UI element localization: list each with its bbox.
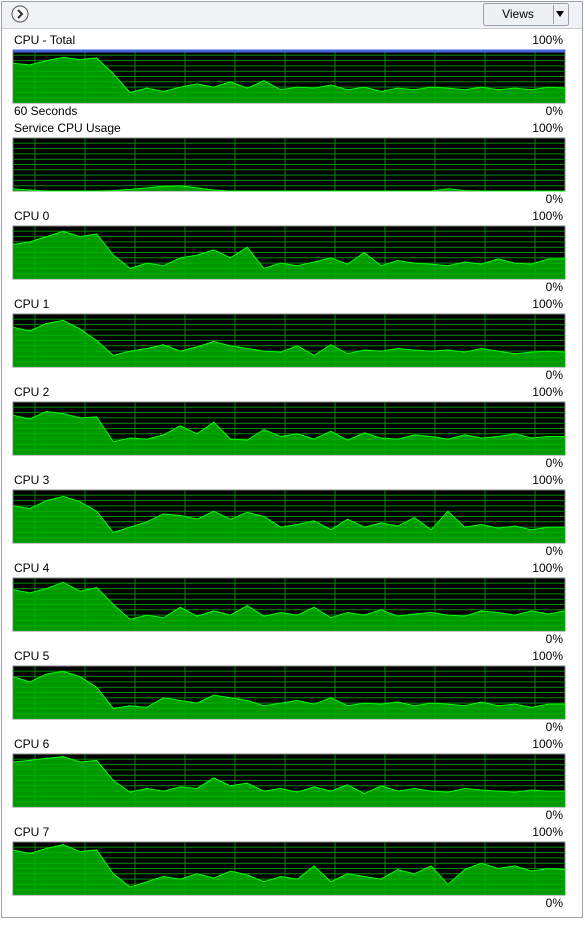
views-label[interactable]: Views — [502, 7, 534, 21]
y-tick-label: 0% — [546, 544, 564, 558]
usage-area — [13, 844, 565, 895]
usage-line — [12, 319, 566, 356]
y-tick-label: 100% — [532, 649, 563, 663]
usage-area — [13, 411, 565, 455]
usage-line — [12, 844, 566, 888]
usage-line — [12, 185, 565, 192]
graph-title: CPU 3 — [14, 473, 50, 487]
graph-title: CPU 7 — [14, 825, 50, 839]
y-tick-label: 0% — [546, 368, 564, 382]
y-tick-label: 100% — [532, 561, 563, 575]
graph-title: CPU 2 — [14, 385, 50, 399]
y-tick-label: 0% — [546, 632, 564, 646]
y-tick-label: 0% — [546, 104, 564, 118]
usage-line — [12, 56, 566, 93]
usage-area — [13, 671, 565, 719]
y-tick-label: 0% — [546, 280, 564, 294]
usage-area — [13, 756, 565, 807]
y-tick-label: 0% — [546, 808, 564, 822]
graph-title: CPU 0 — [14, 209, 50, 223]
graph-title: CPU - Total — [14, 33, 75, 47]
usage-area — [13, 582, 565, 631]
scroll-gutter — [575, 29, 582, 917]
graph-title: CPU 1 — [14, 297, 50, 311]
graph-title: CPU 4 — [14, 561, 50, 575]
usage-line — [12, 581, 566, 620]
y-tick-label: 100% — [532, 33, 563, 47]
y-tick-label: 0% — [546, 896, 564, 910]
usage-area — [13, 496, 565, 543]
usage-line — [12, 230, 565, 269]
graph-title: Service CPU Usage — [14, 121, 121, 135]
usage-area — [13, 57, 565, 103]
usage-line — [12, 495, 565, 533]
y-tick-label: 100% — [532, 121, 563, 135]
y-tick-label: 100% — [532, 385, 563, 399]
views-button[interactable]: Views — [483, 3, 569, 26]
usage-line — [12, 670, 565, 709]
y-tick-label: 100% — [532, 825, 563, 839]
usage-area — [13, 185, 565, 191]
usage-line — [12, 756, 565, 795]
graph-title: CPU 5 — [14, 649, 50, 663]
collapse-button[interactable] — [11, 5, 29, 23]
y-tick-label: 100% — [532, 473, 563, 487]
y-tick-label: 100% — [532, 297, 563, 311]
usage-area — [13, 231, 565, 279]
y-tick-label: 100% — [532, 209, 563, 223]
y-tick-label: 0% — [546, 456, 564, 470]
usage-area — [13, 320, 565, 367]
y-tick-label: 100% — [532, 737, 563, 751]
graph-title: CPU 6 — [14, 737, 50, 751]
time-span-label: 60 Seconds — [14, 104, 77, 118]
usage-line — [12, 411, 565, 443]
y-tick-label: 0% — [546, 720, 564, 734]
y-tick-label: 0% — [546, 192, 564, 206]
